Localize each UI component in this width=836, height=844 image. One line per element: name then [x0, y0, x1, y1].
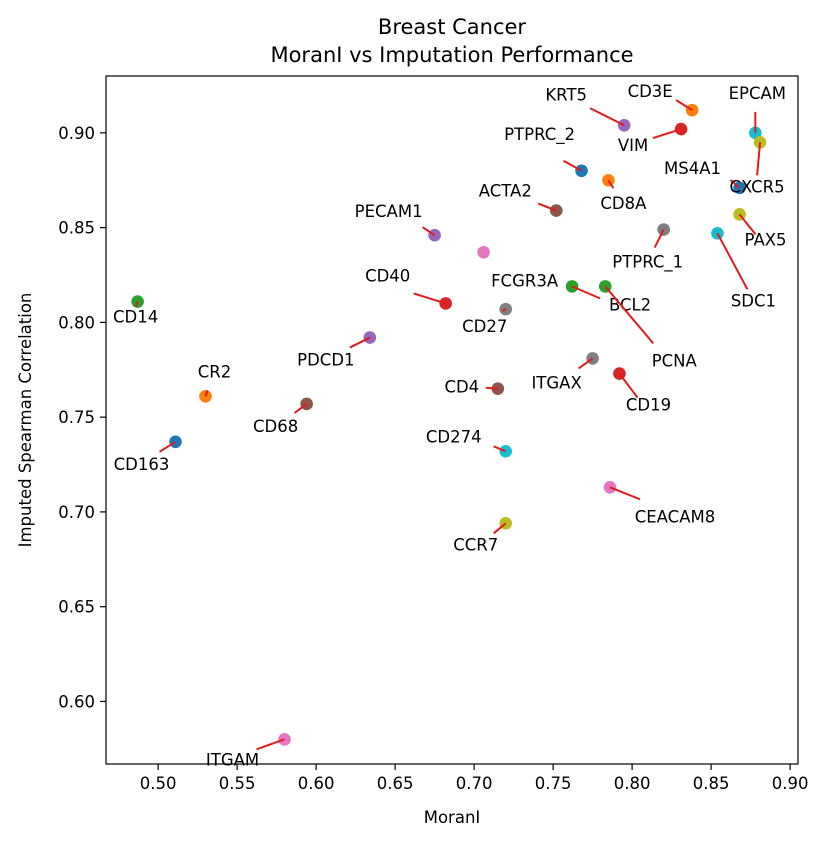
- x-tick-label: 0.55: [219, 774, 256, 793]
- data-point: [428, 228, 441, 242]
- leader-line: [422, 226, 436, 237]
- x-tick-label: 0.65: [377, 774, 414, 793]
- leader-line: [349, 336, 371, 349]
- point-label: PAX5: [745, 230, 787, 249]
- point-label: KRT5: [545, 85, 587, 104]
- leader-line: [134, 301, 139, 307]
- leader-line: [537, 202, 557, 212]
- leader-line: [653, 229, 665, 248]
- chart-title: Breast Cancer: [378, 15, 527, 39]
- data-point: [477, 245, 490, 259]
- point-label: CD27: [462, 317, 507, 336]
- leader-line: [716, 232, 749, 290]
- point-label: CD274: [426, 427, 482, 446]
- leader-line: [652, 128, 682, 140]
- axes-frame: [105, 75, 799, 765]
- point-label: CCR7: [453, 535, 498, 554]
- point-label: PTPRC_2: [504, 125, 575, 145]
- data-point: [499, 302, 513, 316]
- data-point: [439, 297, 452, 310]
- leader-line: [502, 308, 507, 312]
- y-axis-label: Imputed Spearman Correlation: [16, 293, 35, 548]
- point-label: CD3E: [628, 82, 673, 101]
- point-label: CD163: [114, 455, 170, 474]
- x-axis-label: MoranI: [424, 808, 481, 827]
- y-tick-label: 0.60: [58, 692, 95, 711]
- leader-line: [493, 522, 507, 535]
- point-label: FCGR3A: [491, 271, 559, 290]
- x-tick-label: 0.90: [772, 774, 809, 793]
- point-label: BCL2: [609, 295, 651, 314]
- point-label: CEACAM8: [635, 507, 716, 526]
- point-label: CR2: [198, 362, 231, 381]
- y-tick-label: 0.75: [58, 408, 95, 427]
- point-labels: CD14 CD163 CR2 ITGAM CD68 PDCD1 PECAM1 CD40 FCGR…: [113, 82, 787, 769]
- leader-line: [609, 486, 641, 501]
- leader-line: [738, 213, 757, 235]
- point-label: CD19: [626, 396, 671, 415]
- y-tick-label: 0.90: [58, 124, 95, 143]
- leader-line: [256, 738, 285, 751]
- x-tick-label: 0.60: [298, 774, 335, 793]
- y-tick-label: 0.65: [58, 598, 95, 617]
- point-label: PECAM1: [355, 202, 423, 221]
- y-tick-label: 0.80: [58, 313, 95, 332]
- leader-line: [413, 292, 446, 305]
- point-label: CD40: [365, 266, 410, 285]
- data-point: [363, 331, 377, 344]
- leader-line: [563, 159, 583, 172]
- point-label: CXCR5: [730, 177, 785, 196]
- leader-line: [204, 389, 209, 397]
- chart-subtitle: MoranI vs Imputation Performance: [270, 43, 633, 67]
- leader-line: [493, 445, 507, 453]
- point-label: CD14: [113, 308, 158, 327]
- point-label: SDC1: [731, 291, 776, 310]
- x-tick-label: 0.85: [693, 774, 730, 793]
- y-tick-label: 0.85: [58, 219, 95, 238]
- x-tick-label: 0.75: [535, 774, 572, 793]
- leader-line: [729, 179, 741, 189]
- data-point: [278, 733, 291, 746]
- leader-line: [158, 440, 177, 453]
- x-tick-label: 0.50: [140, 774, 177, 793]
- point-label: PCNA: [652, 351, 698, 370]
- point-label: ITGAX: [531, 373, 581, 392]
- point-label: ITGAM: [206, 750, 259, 769]
- data-point: [491, 382, 505, 396]
- leader-line: [571, 285, 601, 300]
- plot-area: [131, 103, 767, 746]
- point-label: PDCD1: [297, 351, 354, 370]
- point-label: CD4: [444, 378, 479, 397]
- point-label: PTPRC_1: [612, 253, 683, 273]
- point-label: CD68: [253, 417, 298, 436]
- leader-line: [485, 386, 498, 390]
- leader-line: [294, 403, 308, 414]
- leader-line: [607, 179, 615, 189]
- leader-line: [675, 99, 693, 111]
- x-tick-label: 0.70: [456, 774, 493, 793]
- point-label: EPCAM: [729, 84, 786, 103]
- point-label: CD8A: [600, 194, 647, 213]
- point-label: VIM: [618, 136, 648, 155]
- leader-line: [589, 107, 625, 127]
- axis-ticks: 0.50 0.55 0.60 0.65 0.70 0.75 0.80 0.85 0.90 0.60…: [58, 124, 808, 793]
- leader-line: [578, 357, 594, 370]
- x-tick-label: 0.80: [614, 774, 651, 793]
- point-label: ACTA2: [479, 182, 532, 201]
- leader-line: [756, 142, 762, 176]
- data-point: [499, 444, 513, 458]
- y-tick-label: 0.70: [58, 503, 95, 522]
- leader-line: [618, 372, 639, 399]
- leader-line: [604, 285, 655, 345]
- point-label: MS4A1: [664, 159, 721, 178]
